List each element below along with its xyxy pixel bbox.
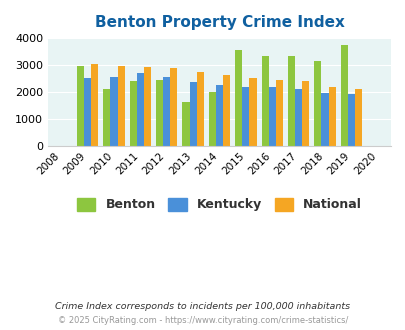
Bar: [182, 102, 189, 146]
Bar: [129, 81, 136, 146]
Bar: [328, 87, 335, 146]
Bar: [287, 56, 294, 146]
Bar: [234, 50, 242, 146]
Bar: [268, 87, 275, 146]
Bar: [249, 78, 256, 146]
Bar: [84, 78, 91, 146]
Text: Crime Index corresponds to incidents per 100,000 inhabitants: Crime Index corresponds to incidents per…: [55, 302, 350, 311]
Bar: [301, 82, 309, 146]
Bar: [313, 61, 321, 146]
Bar: [321, 93, 328, 146]
Legend: Benton, Kentucky, National: Benton, Kentucky, National: [72, 193, 367, 216]
Bar: [196, 72, 203, 146]
Bar: [136, 73, 143, 146]
Bar: [208, 92, 215, 146]
Bar: [215, 85, 222, 146]
Text: © 2025 CityRating.com - https://www.cityrating.com/crime-statistics/: © 2025 CityRating.com - https://www.city…: [58, 316, 347, 325]
Bar: [163, 77, 170, 146]
Bar: [156, 80, 163, 146]
Bar: [275, 80, 282, 146]
Bar: [242, 87, 249, 146]
Bar: [189, 82, 196, 146]
Bar: [222, 76, 230, 146]
Bar: [103, 89, 110, 146]
Bar: [347, 94, 354, 146]
Bar: [117, 66, 124, 146]
Title: Benton Property Crime Index: Benton Property Crime Index: [94, 15, 343, 30]
Bar: [143, 67, 151, 146]
Bar: [294, 89, 301, 146]
Bar: [91, 64, 98, 146]
Bar: [340, 45, 347, 146]
Bar: [354, 89, 361, 146]
Bar: [77, 66, 84, 146]
Bar: [170, 69, 177, 146]
Bar: [110, 77, 117, 146]
Bar: [261, 56, 268, 146]
